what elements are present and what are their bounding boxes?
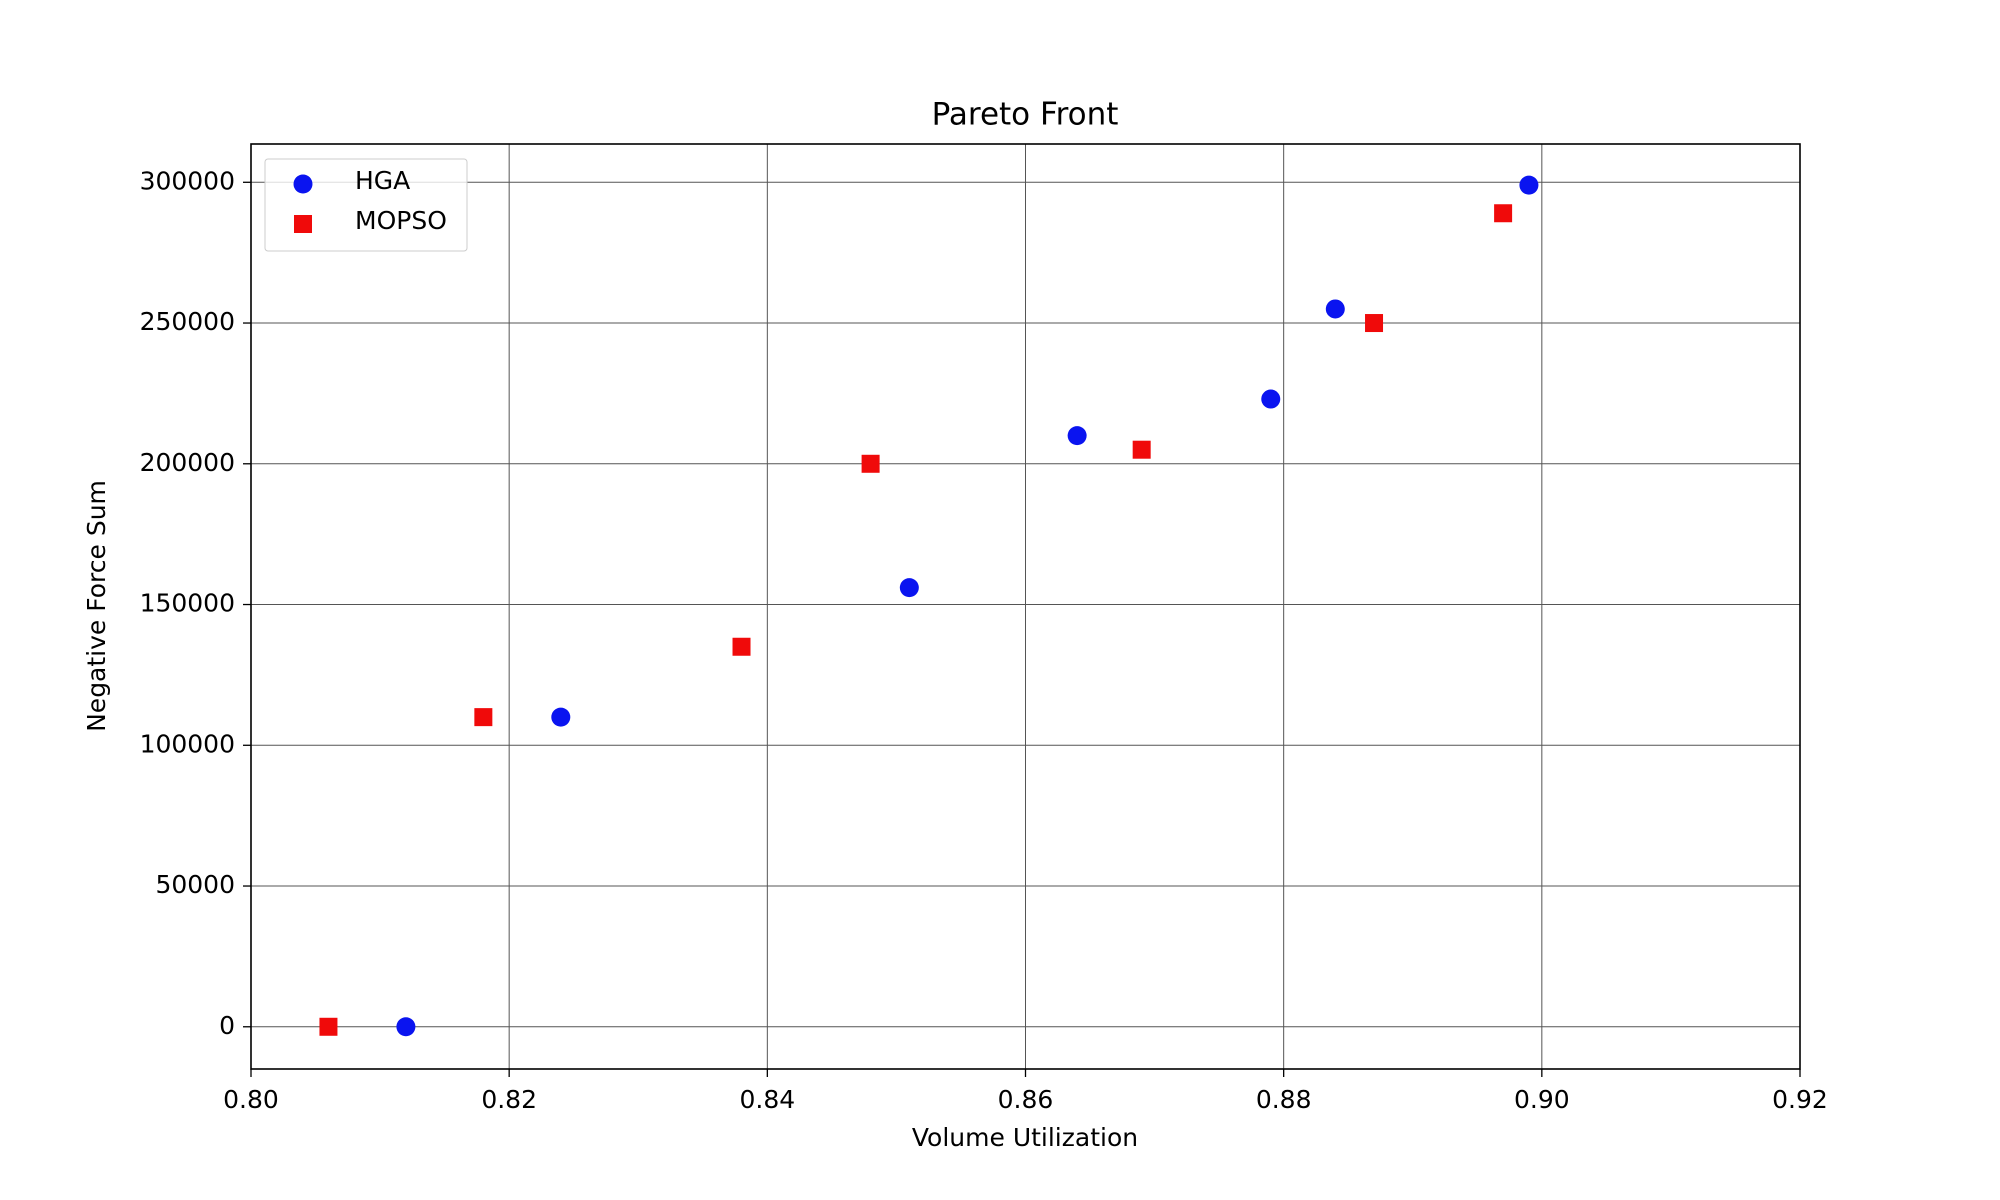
point: [1519, 175, 1539, 195]
y-tick-label: 300000: [140, 166, 235, 195]
y-tick-label: 100000: [140, 729, 235, 758]
x-tick-label: 0.92: [1772, 1085, 1828, 1114]
point: [899, 578, 919, 598]
point: [396, 1017, 416, 1037]
y-tick-label: 50000: [155, 870, 235, 899]
legend-box: [264, 158, 468, 252]
point: [1132, 440, 1151, 459]
point: [1067, 426, 1087, 446]
legend-marker: [293, 174, 313, 194]
y-tick-label: 150000: [140, 589, 235, 618]
x-tick-label: 0.80: [223, 1085, 279, 1114]
legend-label: MOPSO: [355, 206, 447, 235]
point: [861, 454, 880, 473]
y-tick-label: 0: [219, 1011, 235, 1040]
x-tick-label: 0.82: [481, 1085, 537, 1114]
point: [551, 707, 571, 727]
y-axis-label: Negative Force Sum: [82, 480, 111, 732]
point: [1261, 389, 1281, 409]
point: [1325, 299, 1345, 319]
x-tick-label: 0.88: [1256, 1085, 1312, 1114]
point: [1494, 204, 1513, 223]
legend-label: HGA: [355, 166, 410, 195]
x-axis-label: Volume Utilization: [912, 1123, 1138, 1152]
x-tick-label: 0.90: [1514, 1085, 1570, 1114]
point: [732, 637, 751, 656]
chart-title: Pareto Front: [932, 97, 1119, 133]
point: [474, 708, 493, 727]
y-tick-label: 250000: [140, 307, 235, 336]
x-tick-label: 0.86: [998, 1085, 1054, 1114]
y-tick-label: 200000: [140, 448, 235, 477]
point: [319, 1017, 338, 1036]
point: [1365, 314, 1384, 333]
plot-frame: [250, 143, 1801, 1070]
legend-marker: [294, 215, 312, 233]
x-tick-label: 0.84: [739, 1085, 795, 1114]
